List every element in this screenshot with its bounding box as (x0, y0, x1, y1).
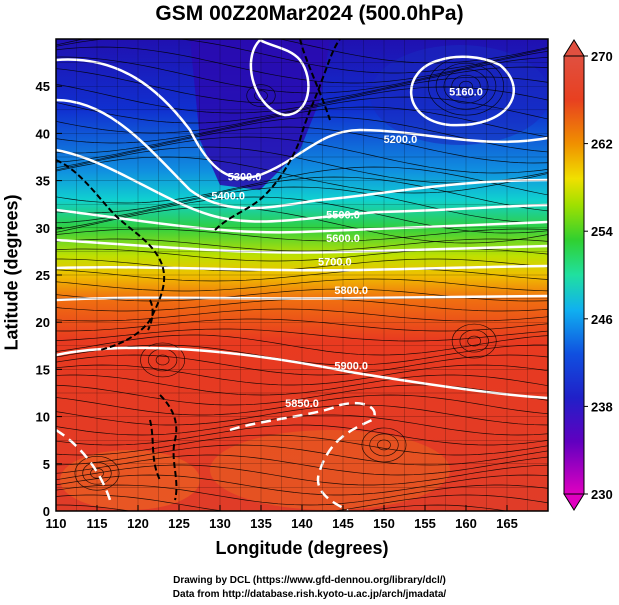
chart-title: GSM 00Z20Mar2024 (500.0hPa) (155, 2, 464, 25)
x-axis-label: Longitude (degrees) (215, 538, 389, 558)
height-contour (56, 294, 548, 302)
longitude-tick-label: 145 (332, 516, 354, 531)
longitude-tick-label: 130 (209, 516, 231, 531)
contour-label: 5300.0 (228, 172, 262, 184)
colorbar-tick-label: 254 (591, 224, 613, 239)
height-contour (229, 402, 376, 511)
height-contour (410, 55, 515, 127)
contour-label: 5500.0 (326, 209, 360, 221)
longitude-tick-label: 125 (168, 516, 190, 531)
height-contour (56, 148, 548, 223)
colorbar-tick-label: 262 (591, 137, 613, 152)
streamline-eddy (451, 323, 497, 359)
streamline (56, 494, 548, 511)
latitude-tick-label: 15 (36, 362, 50, 377)
colorbar: 230 238 246 254 262 270 (563, 39, 613, 511)
coastline (214, 39, 341, 231)
colorbar-tick-label: 246 (591, 312, 613, 327)
longitude-tick-label: 165 (496, 516, 518, 531)
colorbar-tick-label: 270 (591, 49, 613, 64)
contour-labels: 5160.0 5200.0 5300.0 5400.0 5500.0 5600.0 5700… (211, 87, 482, 411)
longitude-tick-label: 155 (414, 516, 436, 531)
latitude-tick-label: 35 (36, 174, 50, 189)
height-contour (56, 428, 112, 501)
latitude-tick-label: 5 (43, 457, 50, 472)
credit-data: Data from http://database.rish.kyoto-u.a… (172, 589, 447, 600)
warm-patch-south (210, 430, 450, 510)
contour-label: 5160.0 (449, 87, 483, 99)
streamline-eddy (155, 354, 170, 366)
latitude-tick-label: 25 (36, 268, 50, 283)
colorbar-top-arrow (563, 39, 585, 57)
longitude-tick-label: 110 (46, 516, 67, 531)
height-contour (56, 98, 548, 210)
contour-label: 5900.0 (334, 360, 368, 372)
longitude-tick-label: 150 (373, 516, 395, 531)
contour-label: 5800.0 (334, 285, 368, 297)
latitude-ticks: 0 5 10 15 20 25 30 35 40 45 (36, 79, 62, 519)
streamline-eddy (467, 335, 482, 347)
streamline (56, 504, 509, 511)
longitude-tick-label: 160 (455, 516, 477, 531)
longitude-tick-label: 135 (250, 516, 272, 531)
contour-label: 5400.0 (211, 190, 245, 202)
streamline-eddy (140, 342, 186, 378)
latitude-tick-label: 40 (36, 126, 50, 141)
contour-label: 5850.0 (285, 398, 319, 410)
cold-core-east (370, 45, 548, 145)
latitude-tick-label: 20 (36, 315, 50, 330)
height-contour (56, 58, 548, 180)
credit-drawing: Drawing by DCL (https://www.gfd-dennou.o… (173, 575, 446, 586)
coastline (149, 419, 161, 481)
height-contour (249, 39, 310, 117)
colorbar-tick-label: 230 (591, 487, 613, 502)
longitude-tick-label: 115 (87, 516, 108, 531)
height-contours (56, 39, 548, 511)
coastline (299, 39, 331, 121)
longitude-ticks: 110 115 120 125 130 135 140 145 150 155 160 165 (46, 505, 518, 531)
streamline-eddy (459, 329, 489, 353)
latitude-tick-label: 30 (36, 221, 50, 236)
height-contour (56, 208, 548, 234)
latitude-tick-label: 45 (36, 79, 50, 94)
latitude-tick-label: 0 (43, 504, 50, 519)
grid-lines (56, 39, 548, 511)
contour-label: 5600.0 (326, 233, 360, 245)
colorbar-body (563, 55, 585, 495)
height-contour (56, 238, 548, 254)
longitude-tick-label: 120 (127, 516, 149, 531)
coastline (147, 299, 154, 331)
y-axis-label: Latitude (degrees) (1, 194, 22, 351)
colorbar-bottom-arrow (563, 493, 585, 511)
height-contour (56, 264, 548, 272)
longitude-tick-label: 140 (291, 516, 313, 531)
coastline (56, 159, 166, 351)
contour-label: 5700.0 (318, 257, 352, 269)
latitude-tick-label: 10 (36, 410, 50, 425)
height-contour (56, 346, 548, 400)
contour-label: 5200.0 (384, 134, 418, 146)
colorbar-tick-label: 238 (591, 399, 613, 414)
